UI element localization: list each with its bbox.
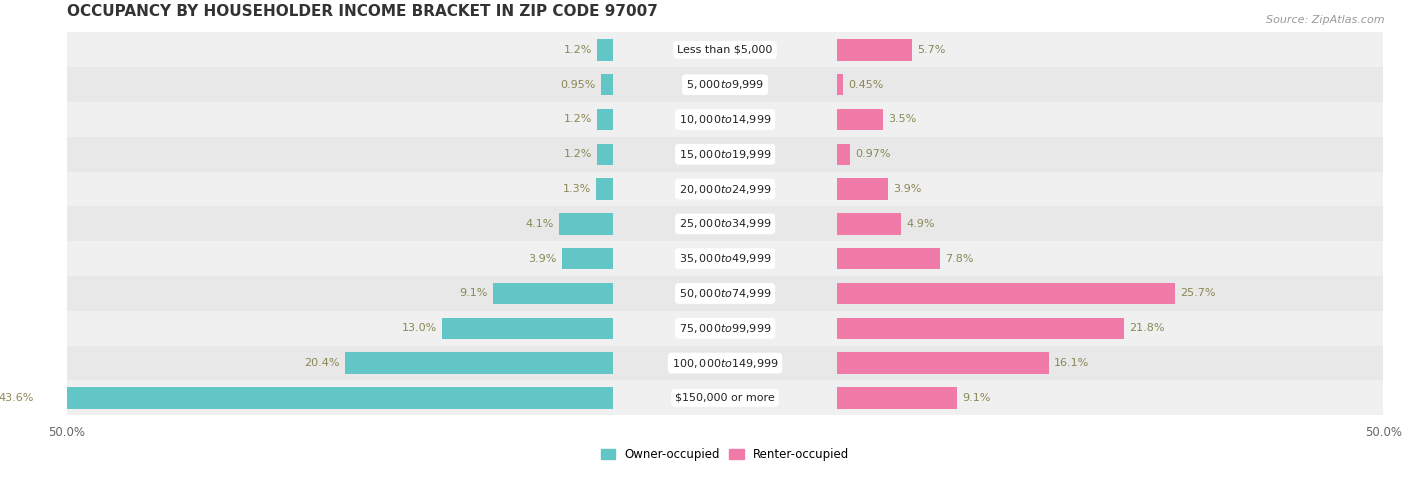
Text: 25.7%: 25.7% [1181,288,1216,299]
Text: 1.2%: 1.2% [564,45,592,55]
Text: $150,000 or more: $150,000 or more [675,393,775,403]
Text: 9.1%: 9.1% [460,288,488,299]
Bar [66,346,1384,380]
Bar [837,178,889,200]
Bar [66,137,1384,172]
Text: 1.2%: 1.2% [564,150,592,159]
Text: OCCUPANCY BY HOUSEHOLDER INCOME BRACKET IN ZIP CODE 97007: OCCUPANCY BY HOUSEHOLDER INCOME BRACKET … [66,4,658,19]
Text: 13.0%: 13.0% [402,323,437,333]
Bar [66,33,1384,67]
Text: 9.1%: 9.1% [962,393,990,403]
Bar [598,39,613,61]
Text: Less than $5,000: Less than $5,000 [678,45,773,55]
Text: $50,000 to $74,999: $50,000 to $74,999 [679,287,772,300]
Text: $10,000 to $14,999: $10,000 to $14,999 [679,113,772,126]
Text: 3.9%: 3.9% [894,184,922,194]
Bar [66,102,1384,137]
Text: $25,000 to $34,999: $25,000 to $34,999 [679,217,772,230]
Bar [494,282,613,304]
Bar [66,172,1384,206]
Text: $15,000 to $19,999: $15,000 to $19,999 [679,148,772,161]
Bar [598,144,613,165]
Bar [39,387,613,409]
Bar [596,178,613,200]
Bar [441,318,613,339]
Text: 0.97%: 0.97% [855,150,890,159]
Bar [66,206,1384,241]
Bar [837,144,849,165]
Text: $20,000 to $24,999: $20,000 to $24,999 [679,183,772,196]
Text: $35,000 to $49,999: $35,000 to $49,999 [679,252,772,265]
Bar [598,109,613,131]
Bar [66,67,1384,102]
Text: Source: ZipAtlas.com: Source: ZipAtlas.com [1267,15,1385,25]
Text: $75,000 to $99,999: $75,000 to $99,999 [679,322,772,335]
Text: 3.9%: 3.9% [529,254,557,263]
Bar [560,213,613,235]
Bar [837,282,1175,304]
Text: 21.8%: 21.8% [1129,323,1164,333]
Bar [837,109,883,131]
Text: 1.3%: 1.3% [562,184,591,194]
Bar [837,213,901,235]
Text: $100,000 to $149,999: $100,000 to $149,999 [672,356,779,370]
Bar [837,318,1123,339]
Text: 0.45%: 0.45% [848,80,883,90]
Bar [66,276,1384,311]
Bar [344,352,613,374]
Text: 4.9%: 4.9% [907,219,935,229]
Text: 3.5%: 3.5% [889,114,917,125]
Text: 5.7%: 5.7% [917,45,946,55]
Bar [837,39,912,61]
Text: 0.95%: 0.95% [560,80,595,90]
Bar [66,311,1384,346]
Bar [66,241,1384,276]
Text: $5,000 to $9,999: $5,000 to $9,999 [686,78,765,91]
Text: 1.2%: 1.2% [564,114,592,125]
Bar [837,387,956,409]
Legend: Owner-occupied, Renter-occupied: Owner-occupied, Renter-occupied [596,443,853,466]
Bar [66,380,1384,415]
Text: 16.1%: 16.1% [1054,358,1090,368]
Text: 20.4%: 20.4% [304,358,339,368]
Bar [837,352,1049,374]
Text: 43.6%: 43.6% [0,393,34,403]
Bar [837,248,939,269]
Text: 7.8%: 7.8% [945,254,973,263]
Bar [562,248,613,269]
Bar [600,74,613,95]
Bar [837,74,842,95]
Text: 4.1%: 4.1% [526,219,554,229]
